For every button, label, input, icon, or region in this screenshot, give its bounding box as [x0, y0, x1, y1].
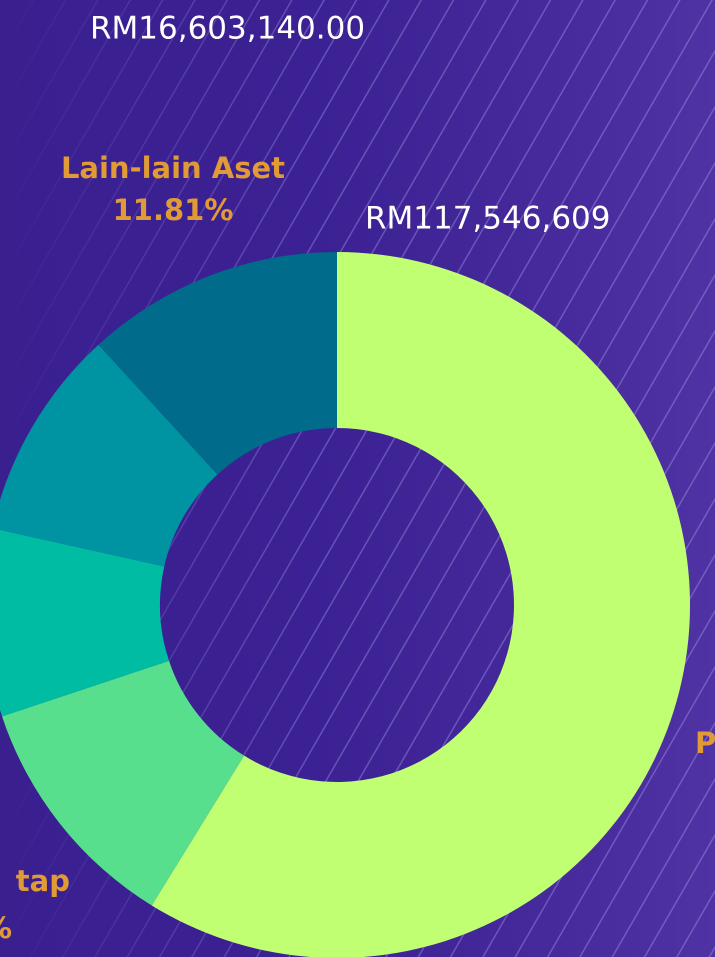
page: RM16,603,140.00 RM117,546,609 Ptap% Lain-…: [0, 0, 715, 957]
chart: RM16,603,140.00 RM117,546,609 Ptap% Lain-…: [0, 0, 715, 957]
annotation: RM16,603,140.00: [90, 11, 365, 47]
value-label: 11.81%: [113, 193, 234, 227]
annotation: RM117,546,609: [365, 201, 611, 237]
value-label: %: [0, 911, 12, 945]
category-label: P: [695, 726, 715, 760]
category-label: Lain-lain Aset: [61, 151, 285, 185]
category-label: tap: [16, 864, 70, 898]
